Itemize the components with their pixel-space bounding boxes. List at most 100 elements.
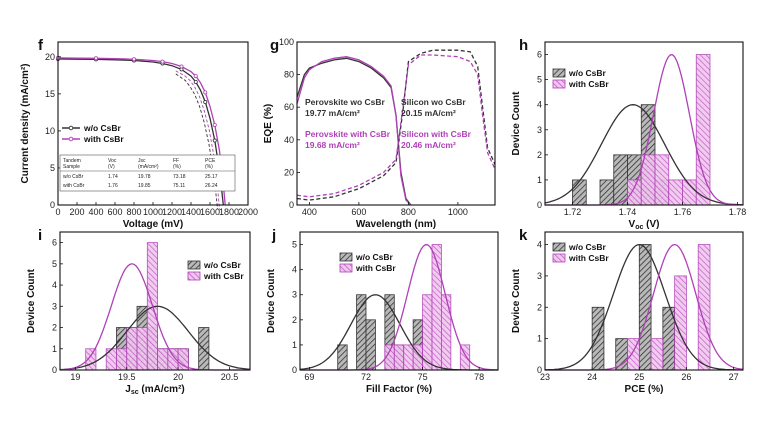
x-tick-label: 1.72 bbox=[564, 207, 582, 217]
x-tick-label: 19 bbox=[70, 372, 80, 382]
series-marker bbox=[203, 90, 208, 95]
y-tick-label: 3 bbox=[292, 290, 297, 300]
y-axis-label: EQE (%) bbox=[263, 104, 274, 143]
y-tick-label: 0 bbox=[289, 200, 294, 210]
panel-label-h: h bbox=[519, 37, 528, 54]
table-cell: 19.78 bbox=[138, 174, 151, 180]
x-axis-label: Voc (V) bbox=[629, 219, 660, 231]
table-cell: with CsBr bbox=[63, 183, 85, 189]
y-tick-label: 10 bbox=[45, 126, 55, 136]
histogram-bar bbox=[650, 338, 664, 371]
histogram-bar bbox=[136, 327, 148, 371]
histogram-bar bbox=[572, 179, 587, 206]
y-axis-label: Device Count bbox=[26, 268, 37, 333]
table-header: Sample bbox=[63, 164, 80, 170]
y-tick-label: 5 bbox=[50, 163, 55, 173]
plot-frame bbox=[296, 41, 496, 206]
legend-entry: w/o CsBr bbox=[83, 123, 122, 133]
y-tick-label: 4 bbox=[537, 100, 542, 110]
y-tick-label: 6 bbox=[52, 238, 57, 248]
y-tick-label: 2 bbox=[292, 315, 297, 325]
x-tick-label: 800 bbox=[126, 207, 141, 217]
table-header: (V) bbox=[108, 164, 115, 170]
x-tick-label: 24 bbox=[587, 372, 597, 382]
annotation-text: 19.68 mA/cm² bbox=[305, 140, 360, 150]
panel-label-g: g bbox=[270, 37, 279, 54]
series-line bbox=[57, 58, 224, 206]
x-tick-label: 20 bbox=[173, 372, 183, 382]
table-cell: 19.85 bbox=[138, 183, 151, 189]
histogram-bar bbox=[157, 348, 169, 371]
table-header: Jsc bbox=[138, 158, 146, 164]
y-axis-label: Device Count bbox=[266, 268, 277, 333]
x-tick-label: 25 bbox=[634, 372, 644, 382]
y-tick-label: 3 bbox=[537, 271, 542, 281]
legend-entry: with CsBr bbox=[83, 134, 124, 144]
histogram-bar bbox=[627, 179, 642, 206]
histogram-bar bbox=[591, 306, 605, 371]
table-cell: 1.74 bbox=[108, 174, 118, 180]
legend-swatch bbox=[552, 79, 566, 89]
y-tick-label: 1 bbox=[537, 175, 542, 185]
series-marker bbox=[193, 80, 198, 85]
table-cell: 73.18 bbox=[173, 174, 186, 180]
legend-entry: w/o CsBr bbox=[203, 260, 242, 270]
y-tick-label: 1 bbox=[52, 344, 57, 354]
data-table bbox=[59, 154, 236, 192]
panel-h: h 1.72 1.74 1.76 1.78 0 1 2 3 4 5 6 Voc (V) Device Co… bbox=[511, 37, 746, 231]
x-tick-label: 23 bbox=[540, 372, 550, 382]
series-marker bbox=[212, 122, 217, 127]
series-marker bbox=[203, 100, 208, 105]
fit-curve bbox=[59, 305, 251, 371]
plot-frame bbox=[544, 41, 744, 206]
panel-j: j 69 72 75 78 0 1 2 3 4 5 Fill Factor (%) Device Cou… bbox=[266, 227, 499, 395]
legend-entry: w/o CsBr bbox=[355, 252, 394, 262]
x-tick-label: 0 bbox=[55, 207, 60, 217]
histogram-bar bbox=[403, 344, 414, 371]
x-tick-label: 1400 bbox=[181, 207, 201, 217]
legend-swatch bbox=[187, 271, 201, 281]
series-line bbox=[296, 56, 412, 206]
y-tick-label: 1 bbox=[537, 334, 542, 344]
y-tick-label: 6 bbox=[537, 50, 542, 60]
series-line bbox=[296, 49, 496, 201]
table-header: Tandem bbox=[63, 158, 81, 164]
y-tick-label: 5 bbox=[52, 259, 57, 269]
legend-swatch bbox=[339, 263, 353, 273]
x-tick-label: 27 bbox=[729, 372, 739, 382]
annotation-text: Silicon wo CsBr bbox=[401, 97, 466, 107]
panel-label-i: i bbox=[38, 227, 42, 244]
y-tick-label: 1 bbox=[292, 340, 297, 350]
series-marker bbox=[160, 59, 165, 64]
y-tick-label: 4 bbox=[292, 265, 297, 275]
table-header: Voc bbox=[108, 158, 117, 164]
fit-curve bbox=[544, 104, 744, 206]
table-cell: 25.17 bbox=[205, 174, 218, 180]
legend-swatch bbox=[339, 252, 353, 262]
histogram-bar bbox=[668, 179, 683, 206]
table-header: (%) bbox=[173, 164, 181, 170]
table-header: (%) bbox=[205, 164, 213, 170]
y-tick-label: 3 bbox=[537, 125, 542, 135]
y-tick-label: 2 bbox=[52, 323, 57, 333]
table-cell: 26.24 bbox=[205, 183, 218, 189]
table-cell: 1.76 bbox=[108, 183, 118, 189]
y-tick-label: 5 bbox=[292, 240, 297, 250]
annotation-text: 20.46 mA/cm² bbox=[401, 140, 456, 150]
panel-label-f: f bbox=[38, 37, 44, 54]
legend-entry: with CsBr bbox=[568, 79, 609, 89]
legend-entry: w/o CsBr bbox=[568, 68, 607, 78]
plot-frame bbox=[59, 231, 251, 371]
y-tick-label: 0 bbox=[537, 365, 542, 375]
x-tick-label: 72 bbox=[361, 372, 371, 382]
x-tick-label: 69 bbox=[304, 372, 314, 382]
legend-swatch bbox=[187, 260, 201, 270]
series-marker bbox=[179, 64, 184, 69]
annotation-text: Silicon with CsBr bbox=[401, 129, 472, 139]
y-tick-label: 15 bbox=[45, 89, 55, 99]
x-tick-label: 1000 bbox=[143, 207, 163, 217]
y-tick-label: 0 bbox=[52, 365, 57, 375]
x-tick-label: 800 bbox=[401, 207, 416, 217]
panel-label-k: k bbox=[519, 227, 528, 244]
